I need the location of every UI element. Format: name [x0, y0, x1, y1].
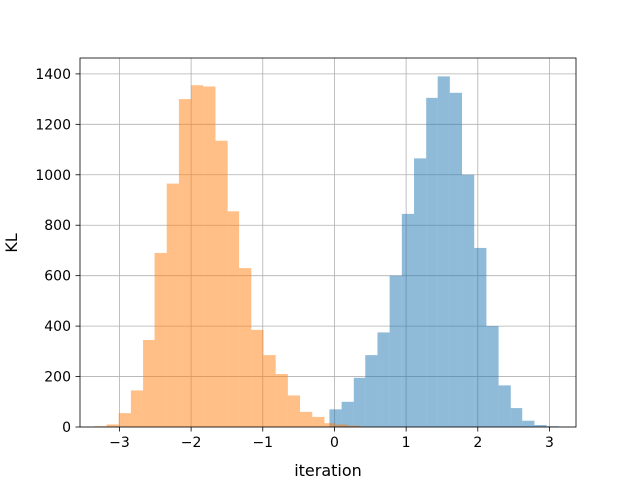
- bar-series-0-bin-11: [462, 175, 474, 427]
- bar-series-0-bin-13: [486, 326, 498, 427]
- bar-series-1-bin-8: [191, 85, 203, 427]
- x-axis-label: iteration: [294, 461, 362, 480]
- bar-series-1-bin-5: [155, 253, 167, 427]
- bar-series-0-bin-16: [522, 421, 534, 427]
- bar-series-0-bin-7: [414, 158, 426, 427]
- y-tick-label-0: 0: [62, 420, 71, 436]
- y-tick-label-1: 200: [44, 370, 71, 386]
- bar-series-0-bin-14: [499, 385, 511, 427]
- bar-series-0-bin-8: [426, 98, 437, 427]
- bar-series-1-bin-4: [143, 340, 154, 427]
- y-tick-label-5: 1000: [35, 168, 71, 184]
- bar-series-1-bin-19: [324, 423, 335, 427]
- y-tick-label-6: 1200: [35, 117, 71, 133]
- y-axis-label: KL: [2, 233, 21, 252]
- x-tick-label-3: 0: [330, 435, 339, 451]
- bar-series-1-bin-17: [300, 412, 312, 427]
- bar-series-0-bin-10: [450, 93, 462, 427]
- bar-series-0-bin-4: [377, 332, 389, 427]
- bar-series-1-bin-11: [228, 211, 239, 427]
- bar-series-0-bin-2: [354, 378, 365, 427]
- bar-series-1-bin-13: [251, 330, 263, 427]
- y-tick-label-3: 600: [44, 269, 71, 285]
- y-tick-label-4: 800: [44, 218, 71, 234]
- bar-series-0-bin-15: [511, 408, 522, 427]
- bar-series-0-bin-5: [390, 276, 402, 427]
- x-tick-label-2: −1: [252, 435, 273, 451]
- bar-series-1-bin-10: [215, 141, 227, 427]
- bar-series-0-bin-9: [438, 76, 450, 427]
- x-tick-label-5: 2: [473, 435, 482, 451]
- bar-series-1-bin-3: [131, 390, 143, 427]
- bar-series-1-bin-15: [276, 374, 288, 427]
- x-tick-label-0: −3: [109, 435, 130, 451]
- bar-series-1-bin-6: [167, 184, 179, 427]
- x-tick-label-4: 1: [402, 435, 411, 451]
- bar-series-0-bin-6: [402, 214, 414, 427]
- bar-series-1-bin-12: [239, 268, 251, 427]
- x-tick-label-1: −2: [181, 435, 202, 451]
- bar-series-1-bin-14: [263, 355, 275, 427]
- y-tick-label-7: 1400: [35, 67, 71, 83]
- bar-series-1-bin-9: [203, 87, 215, 427]
- bar-series-0-bin-1: [342, 402, 354, 427]
- y-tick-label-2: 400: [44, 319, 71, 335]
- bar-series-0-bin-3: [365, 355, 377, 427]
- bar-series-1-bin-2: [119, 413, 131, 427]
- bar-series-1-bin-18: [312, 417, 324, 427]
- bar-series-1-bin-7: [179, 99, 191, 427]
- bar-series-0-bin-12: [474, 248, 486, 427]
- x-tick-label-6: 3: [545, 435, 554, 451]
- bar-series-1-bin-16: [288, 395, 300, 427]
